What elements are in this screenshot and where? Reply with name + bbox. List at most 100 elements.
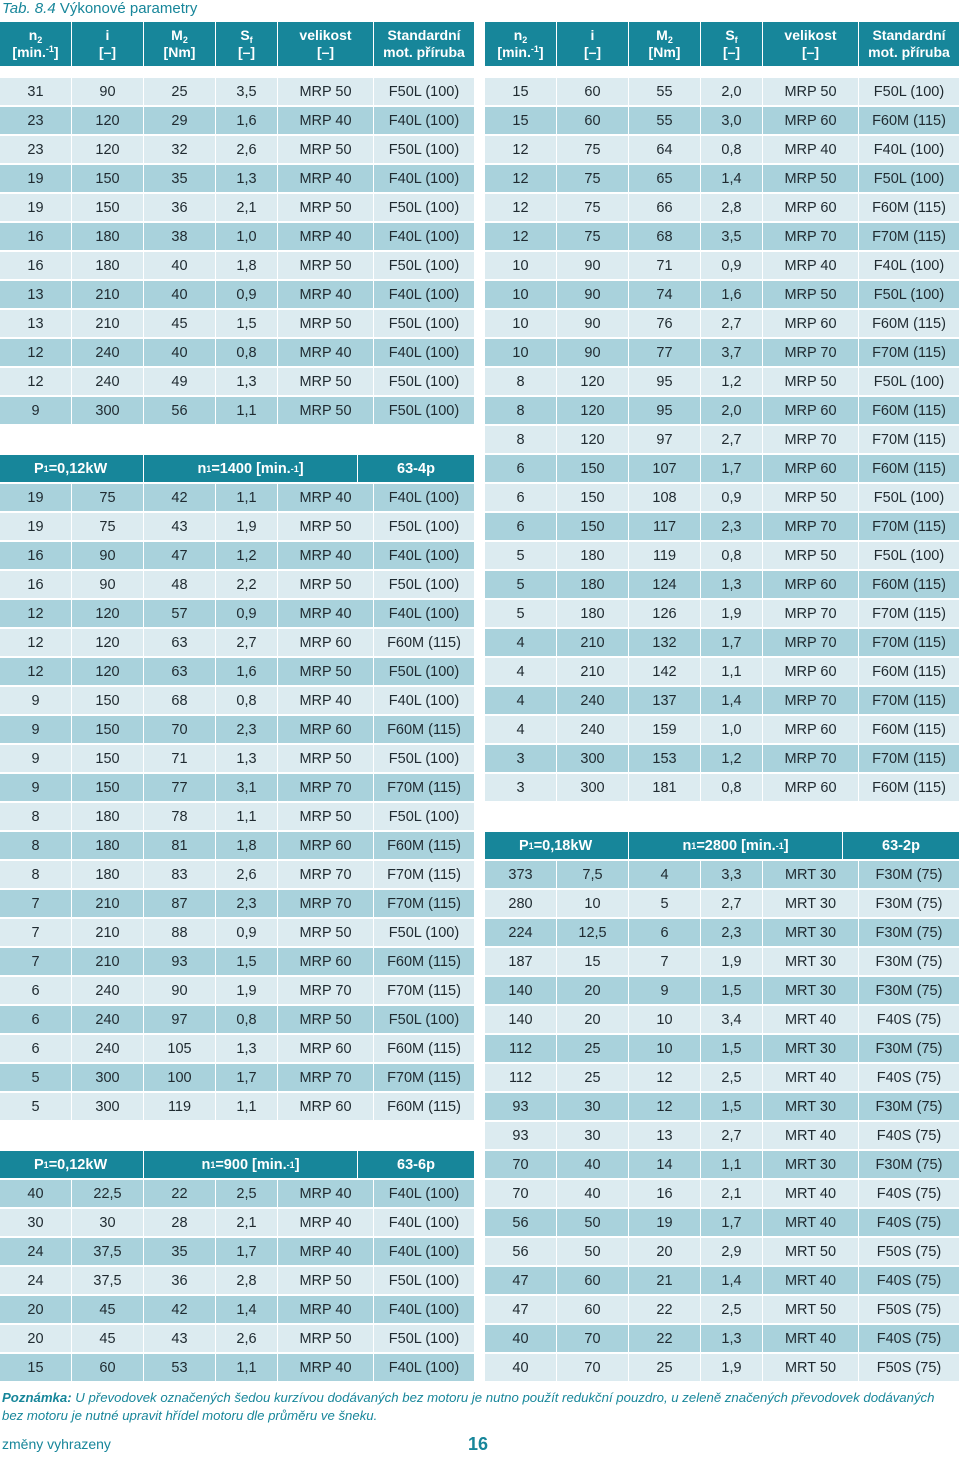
cell-flange: F40S (75) bbox=[876, 1272, 942, 1289]
cell-ratio: 60 bbox=[557, 78, 629, 105]
cell-n2: 5 bbox=[485, 542, 557, 569]
table-row: 12 75 65 1,4 MRP 50 F50L (100) bbox=[485, 165, 959, 192]
cell-flange: F70M (115) bbox=[387, 866, 461, 883]
cell-size: MRT 40 bbox=[763, 1122, 859, 1149]
cell-flange: F40L (100) bbox=[388, 1243, 460, 1260]
cell-size: MRP 50 bbox=[763, 368, 859, 395]
cell-size: MRT 30 bbox=[763, 1151, 859, 1178]
cell-n2: 20 bbox=[0, 1325, 72, 1352]
header-sf-line: [–] bbox=[723, 44, 740, 61]
cell-torque: 43 bbox=[144, 513, 216, 540]
cell-service-factor: 1,6 bbox=[216, 107, 278, 134]
cell-n2: 13 bbox=[0, 281, 72, 308]
cell-ratio: 15 bbox=[557, 948, 629, 975]
header-flange: Standardní mot. příruba bbox=[859, 22, 959, 66]
header-sf-line: Sf bbox=[725, 27, 737, 45]
cell-torque: 47 bbox=[144, 542, 216, 569]
cell-flange: F30M (75) bbox=[875, 866, 943, 883]
cell-torque: 64 bbox=[629, 136, 701, 163]
header-sf: Sf [–] bbox=[701, 22, 763, 66]
power-symbol: P bbox=[519, 837, 529, 854]
cell-size: MRP 40 bbox=[278, 1238, 374, 1265]
cell-flange: F50L (100) bbox=[388, 402, 460, 419]
disclaimer: změny vyhrazeny bbox=[2, 1436, 111, 1452]
power-symbol: P bbox=[34, 460, 44, 477]
cell-flange: F60M (115) bbox=[387, 721, 461, 738]
cell-torque: 95 bbox=[629, 368, 701, 395]
cell-size: MRP 60 bbox=[278, 948, 374, 975]
cell-flange: F70M (115) bbox=[872, 228, 946, 245]
cell-n2: 13 bbox=[0, 310, 72, 337]
cell-torque: 117 bbox=[629, 513, 701, 540]
table-row: 7 210 87 2,3 MRP 70 F70M (115) bbox=[0, 890, 474, 917]
cell-ratio: 210 bbox=[557, 629, 629, 656]
table-row: 4 210 142 1,1 MRP 60 F60M (115) bbox=[485, 658, 959, 685]
cell-torque: 107 bbox=[629, 455, 701, 482]
cell-ratio: 180 bbox=[72, 223, 144, 250]
flange-label-b: mot. příruba bbox=[868, 44, 950, 60]
cell-n2: 10 bbox=[485, 281, 557, 308]
header-m2-line: [Nm] bbox=[164, 44, 196, 61]
table-row: 15 60 55 3,0 MRP 60 F60M (115) bbox=[485, 107, 959, 134]
cell-size: MRP 40 bbox=[278, 1296, 374, 1323]
table-row: 31 90 25 3,5 MRP 50 F50L (100) bbox=[0, 78, 474, 105]
table-title: Tab. 8.4 Výkonové parametry bbox=[2, 0, 197, 20]
cell-n2: 6 bbox=[0, 977, 72, 1004]
header-n2-line: n2 bbox=[29, 27, 43, 45]
cell-torque: 48 bbox=[144, 571, 216, 598]
cell-size: MRP 50 bbox=[278, 1267, 374, 1294]
cell-size: MRT 30 bbox=[763, 919, 859, 946]
table-row: 40 70 22 1,3 MRT 40 F40S (75) bbox=[485, 1325, 959, 1352]
cell-ratio: 120 bbox=[557, 426, 629, 453]
table-row: 112 25 12 2,5 MRT 40 F40S (75) bbox=[485, 1064, 959, 1091]
cell-size: MRT 30 bbox=[763, 890, 859, 917]
table-row: 12 240 40 0,8 MRP 40 F40L (100) bbox=[0, 339, 474, 366]
table-row: 13 210 40 0,9 MRP 40 F40L (100) bbox=[0, 281, 474, 308]
cell-flange: F40L (100) bbox=[388, 1185, 460, 1202]
cell-torque: 42 bbox=[144, 484, 216, 511]
cell-service-factor: 1,3 bbox=[216, 1035, 278, 1062]
table-row: 3 300 181 0,8 MRP 60 F60M (115) bbox=[485, 774, 959, 801]
table-row: 5 180 119 0,8 MRP 50 F50L (100) bbox=[485, 542, 959, 569]
cell-size: MRP 40 bbox=[278, 223, 374, 250]
cell-n2: 187 bbox=[485, 948, 557, 975]
cell-size: MRP 70 bbox=[763, 745, 859, 772]
cell-ratio: 90 bbox=[72, 542, 144, 569]
cell-size: MRP 70 bbox=[763, 223, 859, 250]
motor-speed: n 1 =1400 [min. -1] bbox=[144, 455, 358, 482]
cell-flange: F40S (75) bbox=[876, 1011, 942, 1028]
cell-n2: 16 bbox=[0, 252, 72, 279]
cell-service-factor: 0,8 bbox=[216, 339, 278, 366]
motor-power: P 1 =0,18kW bbox=[485, 832, 629, 859]
cell-flange: F30M (75) bbox=[875, 924, 943, 941]
header-m2-line: M2 bbox=[171, 27, 188, 45]
cell-size: MRT 50 bbox=[763, 1238, 859, 1265]
speed-value: =2800 [min. bbox=[696, 837, 776, 854]
n2-sub: 2 bbox=[522, 35, 528, 45]
table-row: 24 37,5 35 1,7 MRP 40 F40L (100) bbox=[0, 1238, 474, 1265]
cell-ratio: 25 bbox=[557, 1064, 629, 1091]
cell-ratio: 300 bbox=[557, 774, 629, 801]
cell-n2: 12 bbox=[0, 339, 72, 366]
cell-flange: F70M (115) bbox=[387, 982, 461, 999]
cell-flange: F40L (100) bbox=[388, 286, 460, 303]
cell-flange: F40L (100) bbox=[388, 170, 460, 187]
table-row: 70 40 16 2,1 MRT 40 F40S (75) bbox=[485, 1180, 959, 1207]
cell-ratio: 120 bbox=[72, 600, 144, 627]
motor-section-header: P 1 =0,18kW n 1 =2800 [min. -1] 63-2p bbox=[485, 832, 959, 859]
table-row: 8 120 95 2,0 MRP 60 F60M (115) bbox=[485, 397, 959, 424]
cell-size: MRP 50 bbox=[278, 78, 374, 105]
table-row: 8 180 78 1,1 MRP 50 F50L (100) bbox=[0, 803, 474, 830]
cell-n2: 8 bbox=[0, 832, 72, 859]
speed-symbol: n bbox=[197, 460, 207, 477]
cell-torque: 4 bbox=[629, 861, 701, 888]
n2-unit-end: ] bbox=[538, 44, 544, 60]
cell-service-factor: 1,1 bbox=[216, 397, 278, 424]
cell-torque: 124 bbox=[629, 571, 701, 598]
cell-size: MRP 70 bbox=[763, 687, 859, 714]
cell-size: MRP 70 bbox=[278, 1064, 374, 1091]
cell-torque: 16 bbox=[629, 1180, 701, 1207]
motor-speed: n 1 =2800 [min. -1] bbox=[629, 832, 843, 859]
header-sf-line: [–] bbox=[238, 44, 255, 61]
table-row: 140 20 9 1,5 MRT 30 F30M (75) bbox=[485, 977, 959, 1004]
